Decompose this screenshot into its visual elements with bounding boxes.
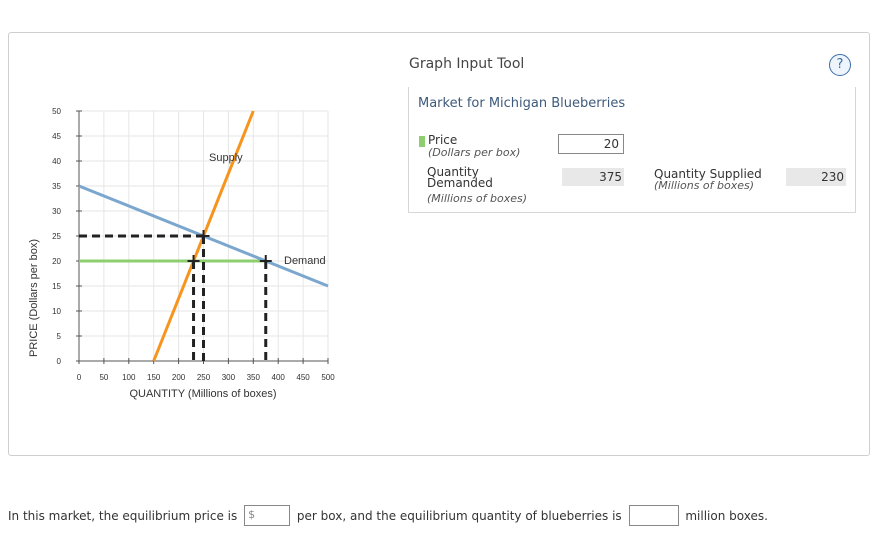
price-input[interactable]: 20 bbox=[558, 134, 624, 154]
y-tick-label: 40 bbox=[52, 157, 61, 166]
y-tick-label: 10 bbox=[52, 307, 61, 316]
currency-symbol: $ bbox=[248, 508, 256, 521]
graph-panel bbox=[8, 32, 870, 456]
quantity-demanded-unit: (Millions of boxes) bbox=[427, 192, 528, 205]
tool-title: Graph Input Tool bbox=[409, 56, 525, 72]
supply-demand-chart[interactable]: PRICE (Dollars per box) 0 5 10 15 20 25 30 35 40… bbox=[20, 100, 350, 410]
y-tick-label: 5 bbox=[57, 332, 62, 341]
quantity-demanded-value: 375 bbox=[562, 168, 624, 186]
quantity-supplied-marker[interactable] bbox=[187, 255, 200, 267]
y-tick-label: 45 bbox=[52, 132, 61, 141]
y-axis-ticks: 0 5 10 15 20 25 30 35 40 45 50 bbox=[52, 107, 82, 366]
y-tick-label: 25 bbox=[52, 232, 61, 241]
qd-label-line1: Quantity bbox=[427, 165, 479, 179]
y-tick-label: 0 bbox=[57, 357, 62, 366]
x-tick-label: 300 bbox=[222, 373, 236, 382]
demand-label: Demand bbox=[284, 255, 326, 267]
question-part1: In this market, the equilibrium price is bbox=[8, 508, 238, 523]
x-tick-label: 200 bbox=[172, 373, 186, 382]
x-tick-label: 500 bbox=[321, 373, 335, 382]
x-tick-label: 250 bbox=[197, 373, 211, 382]
y-tick-label: 30 bbox=[52, 207, 61, 216]
price-unit: (Dollars per box) bbox=[428, 146, 521, 159]
x-tick-label: 150 bbox=[147, 373, 161, 382]
x-axis-ticks: 0 50 100 150 200 250 300 350 400 450 500 bbox=[77, 358, 335, 382]
equilibrium-marker[interactable] bbox=[197, 230, 210, 242]
y-tick-label: 20 bbox=[52, 257, 61, 266]
x-tick-label: 350 bbox=[247, 373, 261, 382]
price-label: Price bbox=[428, 133, 458, 147]
equilibrium-quantity-input[interactable] bbox=[628, 505, 679, 526]
x-tick-label: 450 bbox=[296, 373, 310, 382]
x-tick-label: 0 bbox=[77, 373, 82, 382]
price-swatch bbox=[419, 136, 425, 147]
quantity-supplied-label: Quantity Supplied bbox=[654, 167, 762, 181]
markers[interactable] bbox=[79, 230, 272, 361]
question: In this market, the equilibrium price is… bbox=[8, 505, 768, 526]
grid bbox=[78, 110, 329, 362]
quantity-demanded-label: Quantity Demanded bbox=[427, 165, 493, 190]
supply-label: Supply bbox=[209, 152, 243, 164]
y-tick-label: 15 bbox=[52, 282, 61, 291]
question-part3: million boxes. bbox=[685, 508, 768, 523]
market-title: Market for Michigan Blueberries bbox=[418, 96, 626, 111]
qd-label-line2: Demanded bbox=[427, 176, 493, 190]
equilibrium-price-input[interactable]: $ bbox=[244, 505, 291, 526]
x-axis-title: QUANTITY (Millions of boxes) bbox=[129, 388, 276, 400]
x-tick-label: 50 bbox=[99, 373, 108, 382]
y-tick-label: 50 bbox=[52, 107, 61, 116]
x-tick-label: 400 bbox=[272, 373, 286, 382]
x-tick-label: 100 bbox=[122, 373, 136, 382]
quantity-supplied-value: 230 bbox=[786, 168, 846, 186]
quantity-demanded-marker[interactable] bbox=[259, 255, 272, 267]
quantity-supplied-unit: (Millions of boxes) bbox=[654, 179, 755, 192]
help-icon[interactable]: ? bbox=[829, 54, 851, 76]
question-part2: per box, and the equilibrium quantity of… bbox=[296, 508, 622, 523]
y-tick-label: 35 bbox=[52, 182, 61, 191]
tool-box bbox=[408, 87, 856, 213]
y-axis-title: PRICE (Dollars per box) bbox=[28, 239, 40, 357]
